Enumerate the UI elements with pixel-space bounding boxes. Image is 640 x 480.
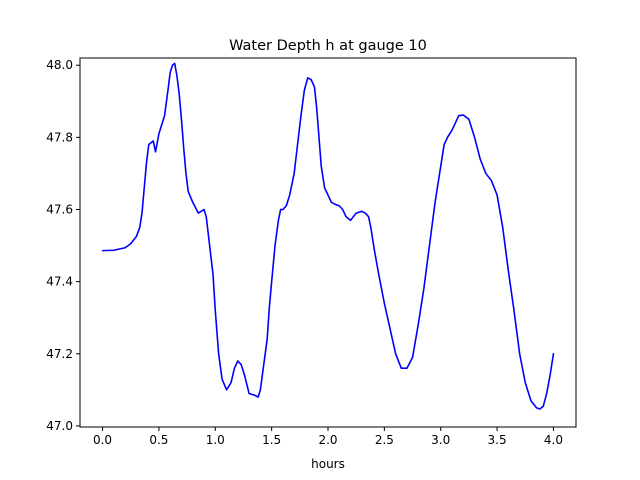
y-tick-label: 47.6 xyxy=(46,202,73,216)
series-line-water-depth xyxy=(101,62,555,410)
chart-title: Water Depth h at gauge 10 xyxy=(229,38,427,54)
x-tick-label: 0.5 xyxy=(149,433,168,447)
x-tick-label: 3.5 xyxy=(488,433,507,447)
x-tick-label: 2.5 xyxy=(375,433,394,447)
y-tick-label: 47.2 xyxy=(46,347,73,361)
x-tick-label: 1.5 xyxy=(262,433,281,447)
x-tick-label: 3.0 xyxy=(431,433,450,447)
x-tick-label: 2.0 xyxy=(318,433,337,447)
x-axis-label: hours xyxy=(311,457,345,471)
x-tick-label: 1.0 xyxy=(206,433,225,447)
y-tick-label: 48.0 xyxy=(46,58,73,72)
y-tick-label: 47.4 xyxy=(46,275,73,289)
y-tick-label: 47.0 xyxy=(46,419,73,433)
x-tick-label: 4.0 xyxy=(544,433,563,447)
x-tick-label: 0.0 xyxy=(93,433,112,447)
y-tick-label: 47.8 xyxy=(46,130,73,144)
